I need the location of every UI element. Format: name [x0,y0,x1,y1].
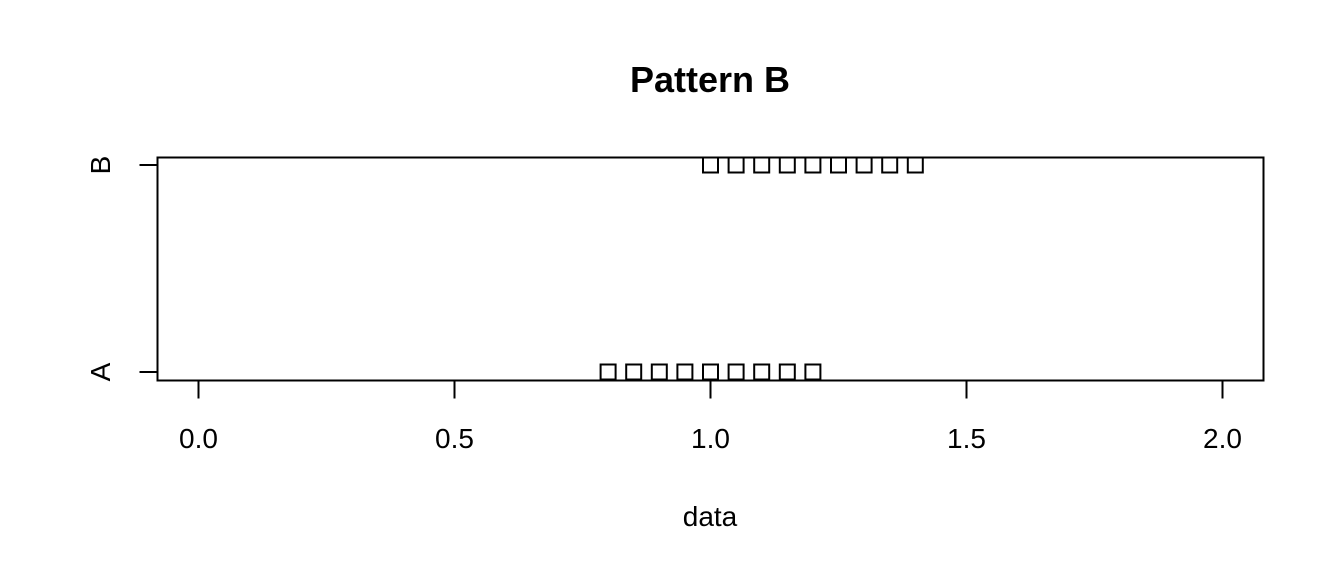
data-point-a [625,363,643,381]
x-axis: 0.0 0.5 1.0 1.5 2.0 [179,379,1242,454]
data-points [599,156,924,381]
data-point-b [727,156,745,174]
data-point-a [753,363,771,381]
y-axis: AB [85,156,159,381]
x-tick-label: 1.0 [691,423,730,454]
x-axis-label: data [683,501,738,532]
data-point-a [804,363,822,381]
data-point-b [778,156,796,174]
data-point-b [753,156,771,174]
x-tick-label: 0.0 [179,423,218,454]
data-point-b [906,156,924,174]
x-tick-label: 2.0 [1203,423,1242,454]
data-point-a [727,363,745,381]
y-tick-label: B [85,156,116,175]
data-point-b [855,156,873,174]
data-point-b [702,156,719,174]
x-tick-label: 0.5 [435,423,474,454]
data-point-a [702,363,719,381]
x-tick-label: 1.5 [947,423,986,454]
data-point-b [804,156,822,174]
data-point-a [676,363,694,381]
chart-title: Pattern B [630,59,790,100]
data-point-a [778,363,796,381]
y-tick-label: A [85,362,116,381]
plot-frame [156,156,1265,382]
data-point-b [830,156,847,174]
data-point-b [881,156,899,174]
data-point-a [599,363,617,381]
data-point-a [650,363,668,381]
